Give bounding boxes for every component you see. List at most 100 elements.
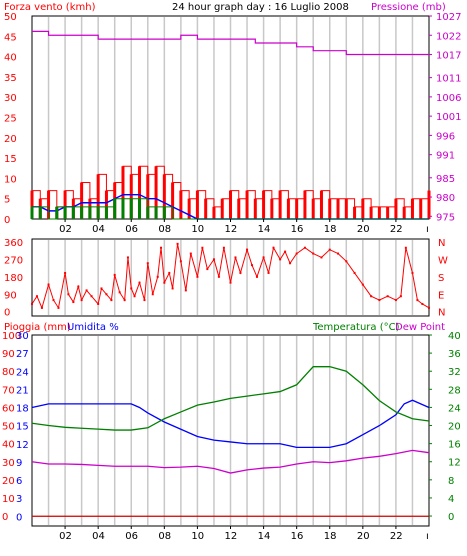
wind-direction-point <box>40 306 43 309</box>
y-tick-label: 0 <box>2 512 8 523</box>
wind-direction-point <box>222 246 225 249</box>
x-tick-label: 20 <box>357 531 370 542</box>
wind-direction-point <box>110 299 113 302</box>
y-tick-label-right: 980 <box>436 193 455 204</box>
x-tick-label: 20 <box>357 224 370 235</box>
humidity-line <box>31 399 430 449</box>
wind-direction-point <box>160 246 163 249</box>
wind-direction-point <box>151 293 154 296</box>
wind-direction-point <box>67 293 70 296</box>
wind-direction-point <box>272 246 275 249</box>
wind-direction-point <box>52 299 55 302</box>
x-tick-end-marker: ı <box>426 531 429 542</box>
x-tick-label: 06 <box>125 224 138 235</box>
wind-direction-point <box>229 281 232 284</box>
y-tick-label-right: 24 <box>448 403 461 414</box>
wind-direction-point <box>143 299 146 302</box>
x-tick-label: 08 <box>158 531 171 542</box>
wind-direction-point <box>179 260 182 263</box>
wind-direction-point <box>47 283 50 286</box>
y-tick-label: 15 <box>16 422 29 433</box>
y-tick-label-right: 36 <box>448 349 461 360</box>
wind-direction-point <box>370 295 373 298</box>
wind-direction-point <box>337 252 340 255</box>
wind-direction-point <box>234 256 237 259</box>
y-tick-label: 20 <box>2 476 15 487</box>
wind-direction-point <box>156 275 159 278</box>
wind-direction-point <box>345 260 348 263</box>
y-tick-label: 3 <box>16 494 22 505</box>
wind-direction-point <box>100 287 103 290</box>
y-tick-label: 0 <box>4 308 10 319</box>
wind-direction-point <box>246 248 249 251</box>
y-tick-label: 70 <box>2 385 15 396</box>
y-tick-label-right: 996 <box>436 131 455 142</box>
y-tick-label: 100 <box>2 331 21 342</box>
wind-direction-point <box>105 293 108 296</box>
wind-direction-point <box>312 252 315 255</box>
x-tick-label: 16 <box>291 224 304 235</box>
wind-direction-point <box>85 289 88 292</box>
dew-point-line <box>31 449 430 474</box>
wind-direction-point <box>80 299 83 302</box>
wind-direction-point <box>196 275 199 278</box>
rain-axis-title: Pioggia (mm) <box>4 322 71 333</box>
y-tick-label: 24 <box>16 367 29 378</box>
y-tick-label-right: 1011 <box>436 74 461 85</box>
y-tick-label: 15 <box>4 154 17 165</box>
y-tick-label: 18 <box>16 404 29 415</box>
wind-direction-point <box>35 295 38 298</box>
wind-direction-point <box>378 299 381 302</box>
wind-direction-point <box>399 295 402 298</box>
y-tick-label-right: 985 <box>436 174 455 185</box>
wind-direction-point <box>394 299 397 302</box>
x-tick-label: 22 <box>390 224 403 235</box>
y-tick-label: 180 <box>4 273 23 284</box>
y-tick-label: 20 <box>4 134 17 145</box>
dewpoint-axis-title: Dew Point <box>395 322 445 333</box>
pressure-axis-title: Pressione (mb) <box>371 2 446 13</box>
y-tick-label: 30 <box>4 93 17 104</box>
wind-direction-point <box>262 256 265 259</box>
wind-direction-point <box>284 250 287 253</box>
x-tick-label: 02 <box>59 224 72 235</box>
compass-label: W <box>438 255 448 266</box>
wind-direction-point <box>428 306 430 309</box>
y-tick-label-right: 1006 <box>436 93 461 104</box>
x-tick-label: 04 <box>92 224 105 235</box>
compass-label: E <box>438 290 444 301</box>
y-tick-label: 50 <box>2 422 15 433</box>
wind-direction-point <box>90 295 93 298</box>
y-tick-label-right: 0 <box>448 512 454 523</box>
x-tick-label: 02 <box>59 531 72 542</box>
wind-direction-point <box>184 289 187 292</box>
compass-label: N <box>438 308 445 319</box>
wind-pressure-series <box>30 30 431 220</box>
x-tick-label: 12 <box>225 531 238 542</box>
wind-direction-point <box>404 246 407 249</box>
y-tick-label: 40 <box>4 53 17 64</box>
y-tick-label-right: 975 <box>436 212 455 223</box>
y-tick-label-right: 16 <box>448 440 461 451</box>
y-tick-label-right: 8 <box>448 476 454 487</box>
wind-direction-point <box>411 271 414 274</box>
wind-direction-point <box>239 271 242 274</box>
x-tick-end-marker: ı <box>426 224 429 235</box>
y-tick-label: 45 <box>4 32 17 43</box>
wind-direction-point <box>289 262 292 265</box>
wind-direction-point <box>168 271 171 274</box>
x-tick-label: 08 <box>158 224 171 235</box>
y-tick-label: 0 <box>16 512 22 523</box>
y-tick-label: 60 <box>2 403 15 414</box>
wind-direction-series <box>31 242 430 310</box>
wind-direction-point <box>303 246 306 249</box>
y-tick-label: 9 <box>16 458 22 469</box>
x-tick-label: 22 <box>390 531 403 542</box>
y-tick-label-right: 1022 <box>436 31 461 42</box>
wind-direction-point <box>97 302 100 305</box>
wind-direction-point <box>201 246 204 249</box>
y-tick-label: 270 <box>4 255 23 266</box>
pressure-line <box>32 30 429 56</box>
x-tick-label: 18 <box>324 531 337 542</box>
